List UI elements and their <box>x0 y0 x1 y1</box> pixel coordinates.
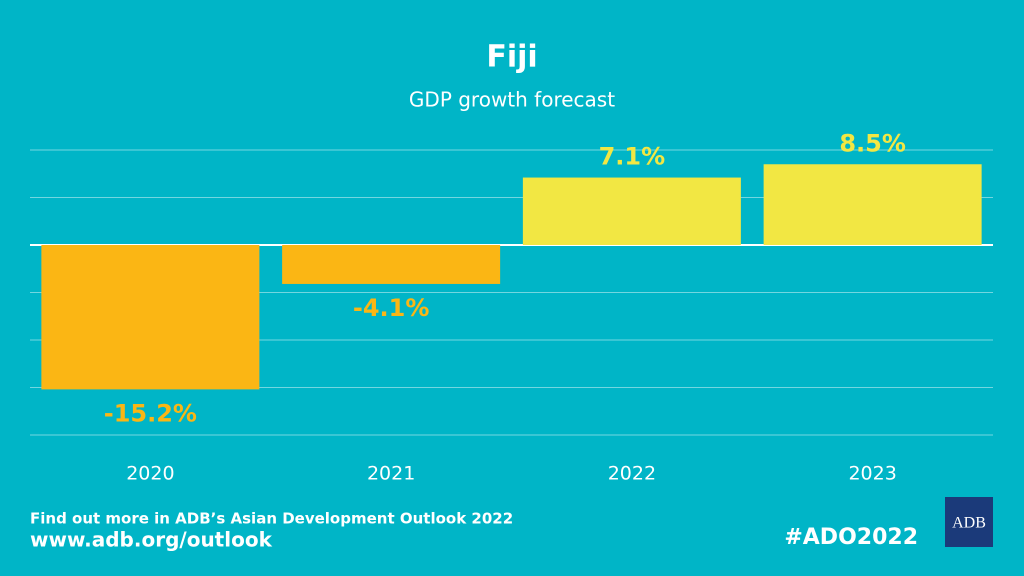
bar <box>522 177 741 245</box>
footer-note: Find out more in ADB’s Asian Development… <box>30 510 513 528</box>
x-tick-label: 2022 <box>608 463 656 485</box>
bar <box>282 245 501 284</box>
x-tick-label: 2021 <box>367 463 415 485</box>
value-label: -4.1% <box>353 294 430 322</box>
x-tick-label: 2020 <box>126 463 174 485</box>
footer-url: www.adb.org/outlook <box>30 528 273 552</box>
chart-title: Fiji <box>486 40 537 75</box>
bar <box>763 164 982 245</box>
value-label: -15.2% <box>104 399 197 427</box>
logo: ADB <box>952 515 986 532</box>
logo-box <box>945 497 993 547</box>
x-tick-label: 2023 <box>848 463 896 485</box>
value-label: 8.5% <box>839 129 906 157</box>
bar <box>41 245 260 390</box>
hashtag: #ADO2022 <box>784 525 918 550</box>
chart-subtitle: GDP growth forecast <box>409 88 615 112</box>
value-label: 7.1% <box>599 143 666 171</box>
